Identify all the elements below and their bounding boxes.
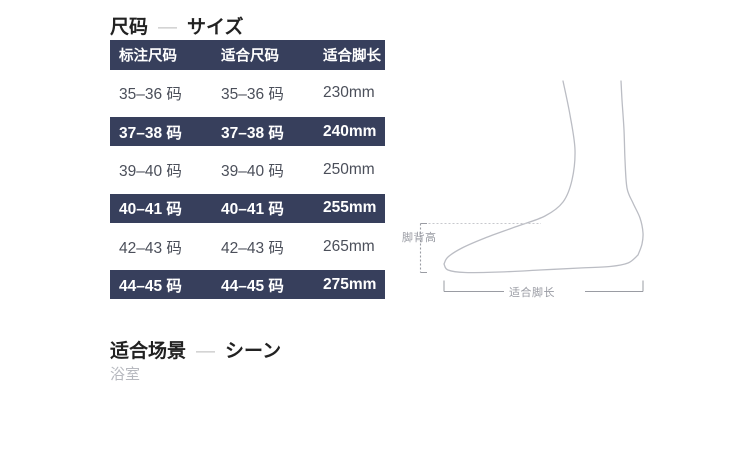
svg-text:脚背高: 脚背高 (402, 230, 437, 244)
svg-text:适合脚长: 适合脚长 (509, 285, 555, 299)
